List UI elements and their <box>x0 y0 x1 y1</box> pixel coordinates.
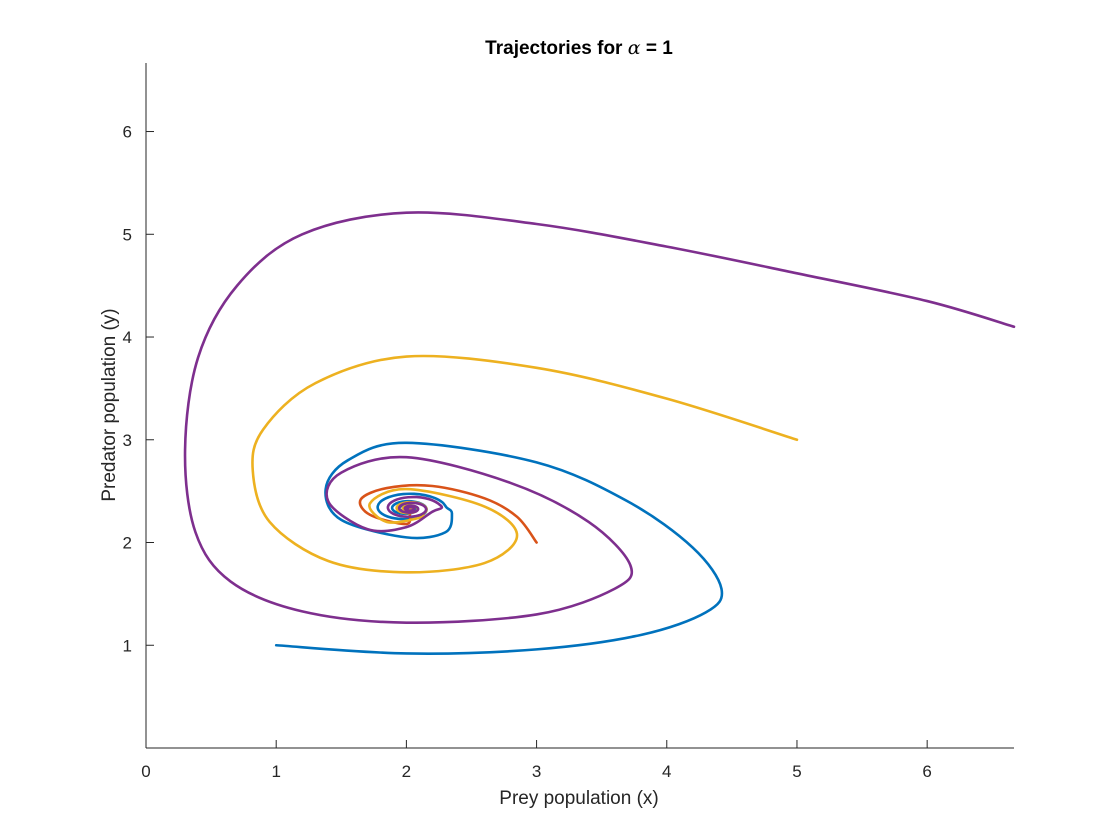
chart-title-suffix: = 1 <box>641 38 674 59</box>
trajectory-line <box>274 441 724 655</box>
x-tick-label: 0 <box>141 762 150 781</box>
y-axis-ticks: 1 2 3 4 5 6 <box>123 123 154 655</box>
chart-title-prefix: Trajectories for <box>485 38 628 59</box>
x-tick-label: 6 <box>922 762 931 781</box>
y-tick-label: 3 <box>123 431 132 450</box>
y-tick-label: 1 <box>123 636 132 655</box>
x-axis-title: Prey population (x) <box>499 788 658 809</box>
x-tick-label: 5 <box>792 762 801 781</box>
x-tick-label: 2 <box>402 762 411 781</box>
y-tick-label: 4 <box>123 328 132 347</box>
trajectory-line <box>251 354 799 574</box>
x-tick-label: 1 <box>271 762 280 781</box>
y-tick-label: 5 <box>123 225 132 244</box>
trajectory-line <box>183 211 1016 625</box>
trajectory-layer <box>183 211 1016 655</box>
y-tick-label: 2 <box>123 534 132 553</box>
x-tick-label: 4 <box>662 762 671 781</box>
y-axis-title: Predator population (y) <box>99 308 120 501</box>
y-tick-label: 6 <box>123 123 132 142</box>
x-tick-label: 3 <box>532 762 541 781</box>
x-axis-ticks: 0 1 2 3 4 5 6 <box>141 740 932 781</box>
chart-title-symbol: α <box>628 37 641 59</box>
chart-title: Trajectories for α = 1 <box>485 37 673 59</box>
